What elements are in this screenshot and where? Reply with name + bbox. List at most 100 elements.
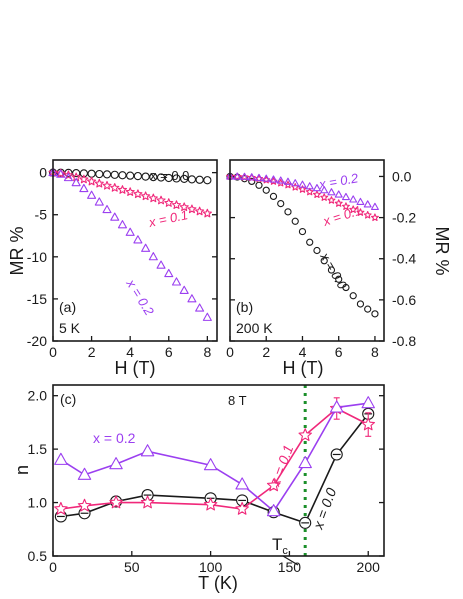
panel-a-point [171, 277, 182, 286]
panel-b-point [349, 195, 358, 203]
panel-a-ytick-label: 0 [39, 165, 47, 181]
legend-a-x00: x = 0.0 [150, 168, 189, 183]
panel-a-point [79, 183, 89, 193]
panel-c-ytick-label: 1.0 [28, 495, 48, 511]
panel-b-point [370, 213, 379, 222]
panel-b-point [313, 246, 321, 255]
panel-a-point [118, 171, 127, 180]
panel-a-point [179, 202, 189, 212]
panel-b-point [298, 185, 307, 193]
panel-c-series-line [60, 407, 369, 510]
panel-a-point [203, 176, 212, 185]
panel-a-point [87, 190, 97, 199]
panel-a-point [117, 220, 127, 229]
panel-c-xtick-label: 50 [124, 559, 140, 575]
panel-b-point [255, 181, 263, 189]
panel-a-point [148, 193, 158, 203]
panel-b-label: (b) [236, 299, 253, 315]
panel-b-y-axis-title: MR % [432, 227, 452, 276]
panel-a-point [71, 177, 81, 187]
panel-a-point [102, 204, 112, 214]
panel-a-y-axis-title: MR % [7, 227, 27, 276]
panel-c-point [298, 428, 312, 442]
panel-a-point [94, 178, 104, 188]
panel-b-point [298, 227, 307, 236]
panel-c-point [77, 498, 92, 512]
panel-c-point [109, 495, 123, 509]
panel-b-point [364, 305, 372, 313]
panel-a-point [56, 168, 66, 178]
panel-c-frame [52, 384, 385, 557]
panel-b-x-axis-title: H (T) [283, 358, 324, 378]
panel-b-xtick-label: 8 [371, 344, 379, 360]
panel-b-ytick-label: -0.8 [392, 333, 416, 349]
panel-a-point [63, 170, 73, 180]
panel-b-ytick-label: -0.4 [392, 251, 416, 267]
panel-c-point [298, 455, 312, 469]
panel-c-point [235, 501, 249, 515]
panel-b-point [320, 186, 329, 194]
panel-a-point [171, 200, 182, 209]
panel-a-xtick-label: 4 [126, 344, 134, 360]
panel-b: 0 2 4 6 8 0.0 -0.2 -0.4 -0.6 -0.8 (b) 200 K H (T)… [226, 159, 452, 378]
legend-c-x02: x = 0.2 [93, 430, 136, 446]
panel-a-point [180, 174, 189, 183]
panel-a-point [64, 168, 73, 178]
panel-a-point [133, 235, 143, 244]
panel-b-point [240, 172, 249, 180]
panel-b-point [312, 184, 321, 192]
panel-b-point [327, 196, 336, 204]
panel-a-point [125, 227, 135, 236]
panel-b-point [240, 172, 249, 181]
panel-b-ytick-label: 0.0 [392, 168, 412, 184]
panel-c-series-line [60, 413, 369, 524]
panel-a-point [117, 185, 127, 194]
panel-b-point [356, 300, 365, 308]
panel-a-point [164, 268, 174, 278]
panel-c-point [140, 495, 155, 509]
panel-c-point [329, 400, 344, 413]
panel-b-point [349, 292, 357, 300]
panel-a-point [172, 174, 181, 183]
panel-a-point [56, 169, 66, 178]
panel-b-point [262, 186, 270, 194]
panel-a-xtick-label: 0 [49, 344, 57, 360]
panel-b-point [291, 179, 300, 187]
panel-b-point [305, 182, 314, 190]
panel-b-point [371, 310, 379, 318]
panel-a-point [156, 173, 166, 182]
panel-c-ytick-label: 0.5 [28, 548, 48, 564]
panel-a-point [79, 169, 88, 178]
panel-b-point [306, 238, 314, 246]
panel-a-point [187, 294, 197, 303]
panel-b-point [269, 175, 278, 183]
panel-b-point [277, 199, 285, 208]
panel-c: 0 50 100 150 200 0.5 1.0 1.5 2.0 (c) 8 T T (K) n… [12, 384, 385, 593]
panel-b-point [341, 192, 350, 201]
panel-b-point [233, 172, 242, 181]
panel-a-point [133, 171, 143, 181]
panel-a-point [187, 175, 197, 184]
panel-a-point [156, 195, 166, 205]
panel-a-ytick-label: -10 [27, 249, 47, 265]
panel-c-point [361, 396, 375, 409]
panel-a-point [95, 169, 104, 179]
panel-a-point [195, 206, 205, 216]
panel-b-ytick-label: -0.6 [392, 292, 416, 308]
panel-b-point [327, 266, 336, 274]
panel-a-point [195, 303, 205, 312]
panel-b-xtick-label: 6 [335, 344, 343, 360]
panel-c-ytick-label: 1.5 [28, 441, 48, 457]
panel-a-point [87, 176, 97, 186]
panel-c-point [235, 477, 249, 490]
panel-a-point [63, 172, 73, 182]
panel-b-point [363, 210, 372, 219]
panel-b-point [269, 192, 278, 201]
panel-a-point [79, 174, 89, 184]
panel-b-point [233, 172, 242, 180]
panel-a-point [195, 175, 204, 184]
panel-a-label: (a) [59, 299, 76, 315]
panel-a-point [149, 172, 158, 182]
panel-a-point [202, 312, 212, 321]
